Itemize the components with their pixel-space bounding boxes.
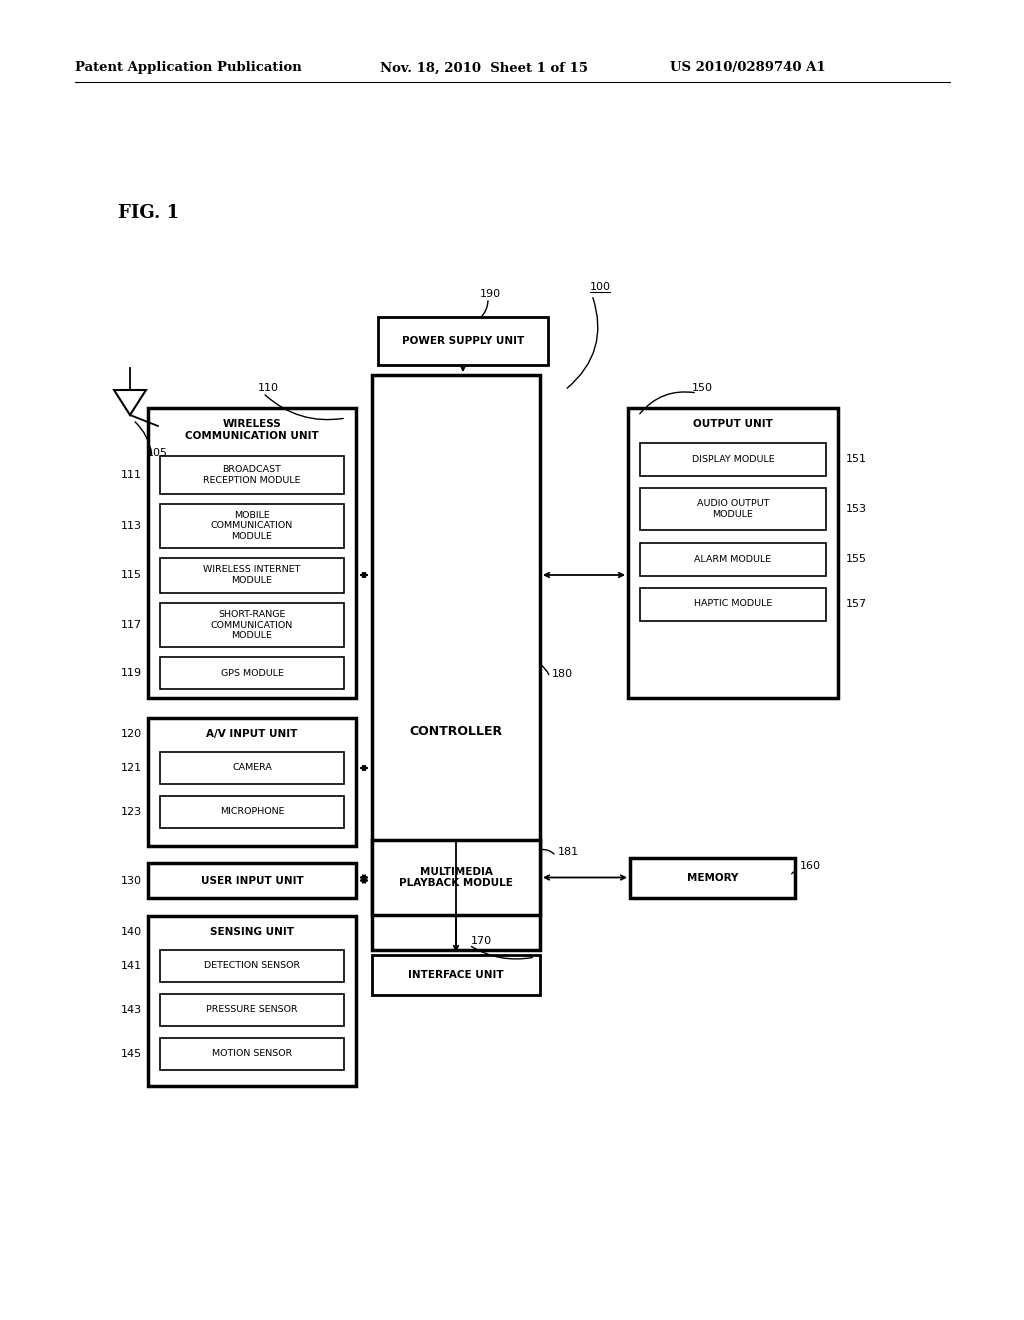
Text: MEMORY: MEMORY <box>687 873 738 883</box>
Bar <box>148 916 356 1086</box>
Bar <box>372 840 540 915</box>
Text: HAPTIC MODULE: HAPTIC MODULE <box>694 599 772 609</box>
Text: 110: 110 <box>258 383 279 393</box>
Bar <box>160 657 344 689</box>
Bar <box>372 375 540 950</box>
Text: US 2010/0289740 A1: US 2010/0289740 A1 <box>670 62 825 74</box>
Text: 190: 190 <box>480 289 501 300</box>
Text: 151: 151 <box>846 454 867 465</box>
Text: 123: 123 <box>121 807 142 817</box>
Bar <box>628 408 838 698</box>
Text: 119: 119 <box>121 668 142 678</box>
Text: 115: 115 <box>121 570 142 579</box>
Text: MOBILE
COMMUNICATION
MODULE: MOBILE COMMUNICATION MODULE <box>211 511 293 541</box>
Bar <box>640 488 826 531</box>
Text: AUDIO OUTPUT
MODULE: AUDIO OUTPUT MODULE <box>696 499 769 519</box>
Text: 113: 113 <box>121 521 142 531</box>
Bar <box>160 455 344 494</box>
Text: 160: 160 <box>800 861 821 871</box>
Text: 143: 143 <box>121 1005 142 1015</box>
Text: CAMERA: CAMERA <box>232 763 272 772</box>
Text: GPS MODULE: GPS MODULE <box>220 668 284 677</box>
Text: SHORT-RANGE
COMMUNICATION
MODULE: SHORT-RANGE COMMUNICATION MODULE <box>211 610 293 640</box>
Text: 140: 140 <box>121 927 142 937</box>
Bar <box>160 994 344 1026</box>
Text: PRESSURE SENSOR: PRESSURE SENSOR <box>206 1006 298 1015</box>
Text: 100: 100 <box>590 282 611 292</box>
Text: 150: 150 <box>692 383 713 393</box>
Text: Nov. 18, 2010  Sheet 1 of 15: Nov. 18, 2010 Sheet 1 of 15 <box>380 62 588 74</box>
Text: INTERFACE UNIT: INTERFACE UNIT <box>409 970 504 979</box>
Bar <box>160 950 344 982</box>
Text: SENSING UNIT: SENSING UNIT <box>210 927 294 937</box>
Bar <box>372 954 540 995</box>
Text: BROADCAST
RECEPTION MODULE: BROADCAST RECEPTION MODULE <box>203 465 301 484</box>
Text: DISPLAY MODULE: DISPLAY MODULE <box>691 454 774 463</box>
Text: Patent Application Publication: Patent Application Publication <box>75 62 302 74</box>
Text: WIRELESS
COMMUNICATION UNIT: WIRELESS COMMUNICATION UNIT <box>185 420 318 441</box>
Text: 117: 117 <box>121 620 142 630</box>
Text: POWER SUPPLY UNIT: POWER SUPPLY UNIT <box>401 337 524 346</box>
Text: FIG. 1: FIG. 1 <box>118 205 179 222</box>
Text: 111: 111 <box>121 470 142 480</box>
Text: 153: 153 <box>846 504 867 513</box>
Text: USER INPUT UNIT: USER INPUT UNIT <box>201 875 303 886</box>
Text: 181: 181 <box>558 847 580 857</box>
Bar <box>160 603 344 647</box>
Text: 105: 105 <box>147 447 168 458</box>
Text: MULTIMEDIA
PLAYBACK MODULE: MULTIMEDIA PLAYBACK MODULE <box>399 867 513 888</box>
Bar <box>378 317 548 366</box>
Bar <box>160 1038 344 1071</box>
Bar <box>148 718 356 846</box>
Bar <box>640 587 826 620</box>
Bar <box>640 444 826 477</box>
Text: 170: 170 <box>471 936 493 946</box>
Bar <box>640 543 826 576</box>
Text: 180: 180 <box>552 669 573 678</box>
Text: 120: 120 <box>121 729 142 739</box>
Text: MOTION SENSOR: MOTION SENSOR <box>212 1049 292 1059</box>
Bar <box>160 752 344 784</box>
Text: 130: 130 <box>121 875 142 886</box>
Text: A/V INPUT UNIT: A/V INPUT UNIT <box>206 729 298 739</box>
Text: 157: 157 <box>846 599 867 609</box>
Text: MICROPHONE: MICROPHONE <box>220 808 285 817</box>
Text: ALARM MODULE: ALARM MODULE <box>694 554 771 564</box>
Text: WIRELESS INTERNET
MODULE: WIRELESS INTERNET MODULE <box>204 565 301 585</box>
Bar <box>160 504 344 548</box>
Text: 145: 145 <box>121 1049 142 1059</box>
Bar <box>148 408 356 698</box>
Text: OUTPUT UNIT: OUTPUT UNIT <box>693 418 773 429</box>
Text: CONTROLLER: CONTROLLER <box>410 725 503 738</box>
Text: 155: 155 <box>846 554 867 564</box>
Bar <box>630 858 795 898</box>
Text: DETECTION SENSOR: DETECTION SENSOR <box>204 961 300 970</box>
Text: 121: 121 <box>121 763 142 774</box>
Bar <box>160 558 344 593</box>
Bar <box>160 796 344 828</box>
Bar <box>148 863 356 898</box>
Text: 141: 141 <box>121 961 142 972</box>
